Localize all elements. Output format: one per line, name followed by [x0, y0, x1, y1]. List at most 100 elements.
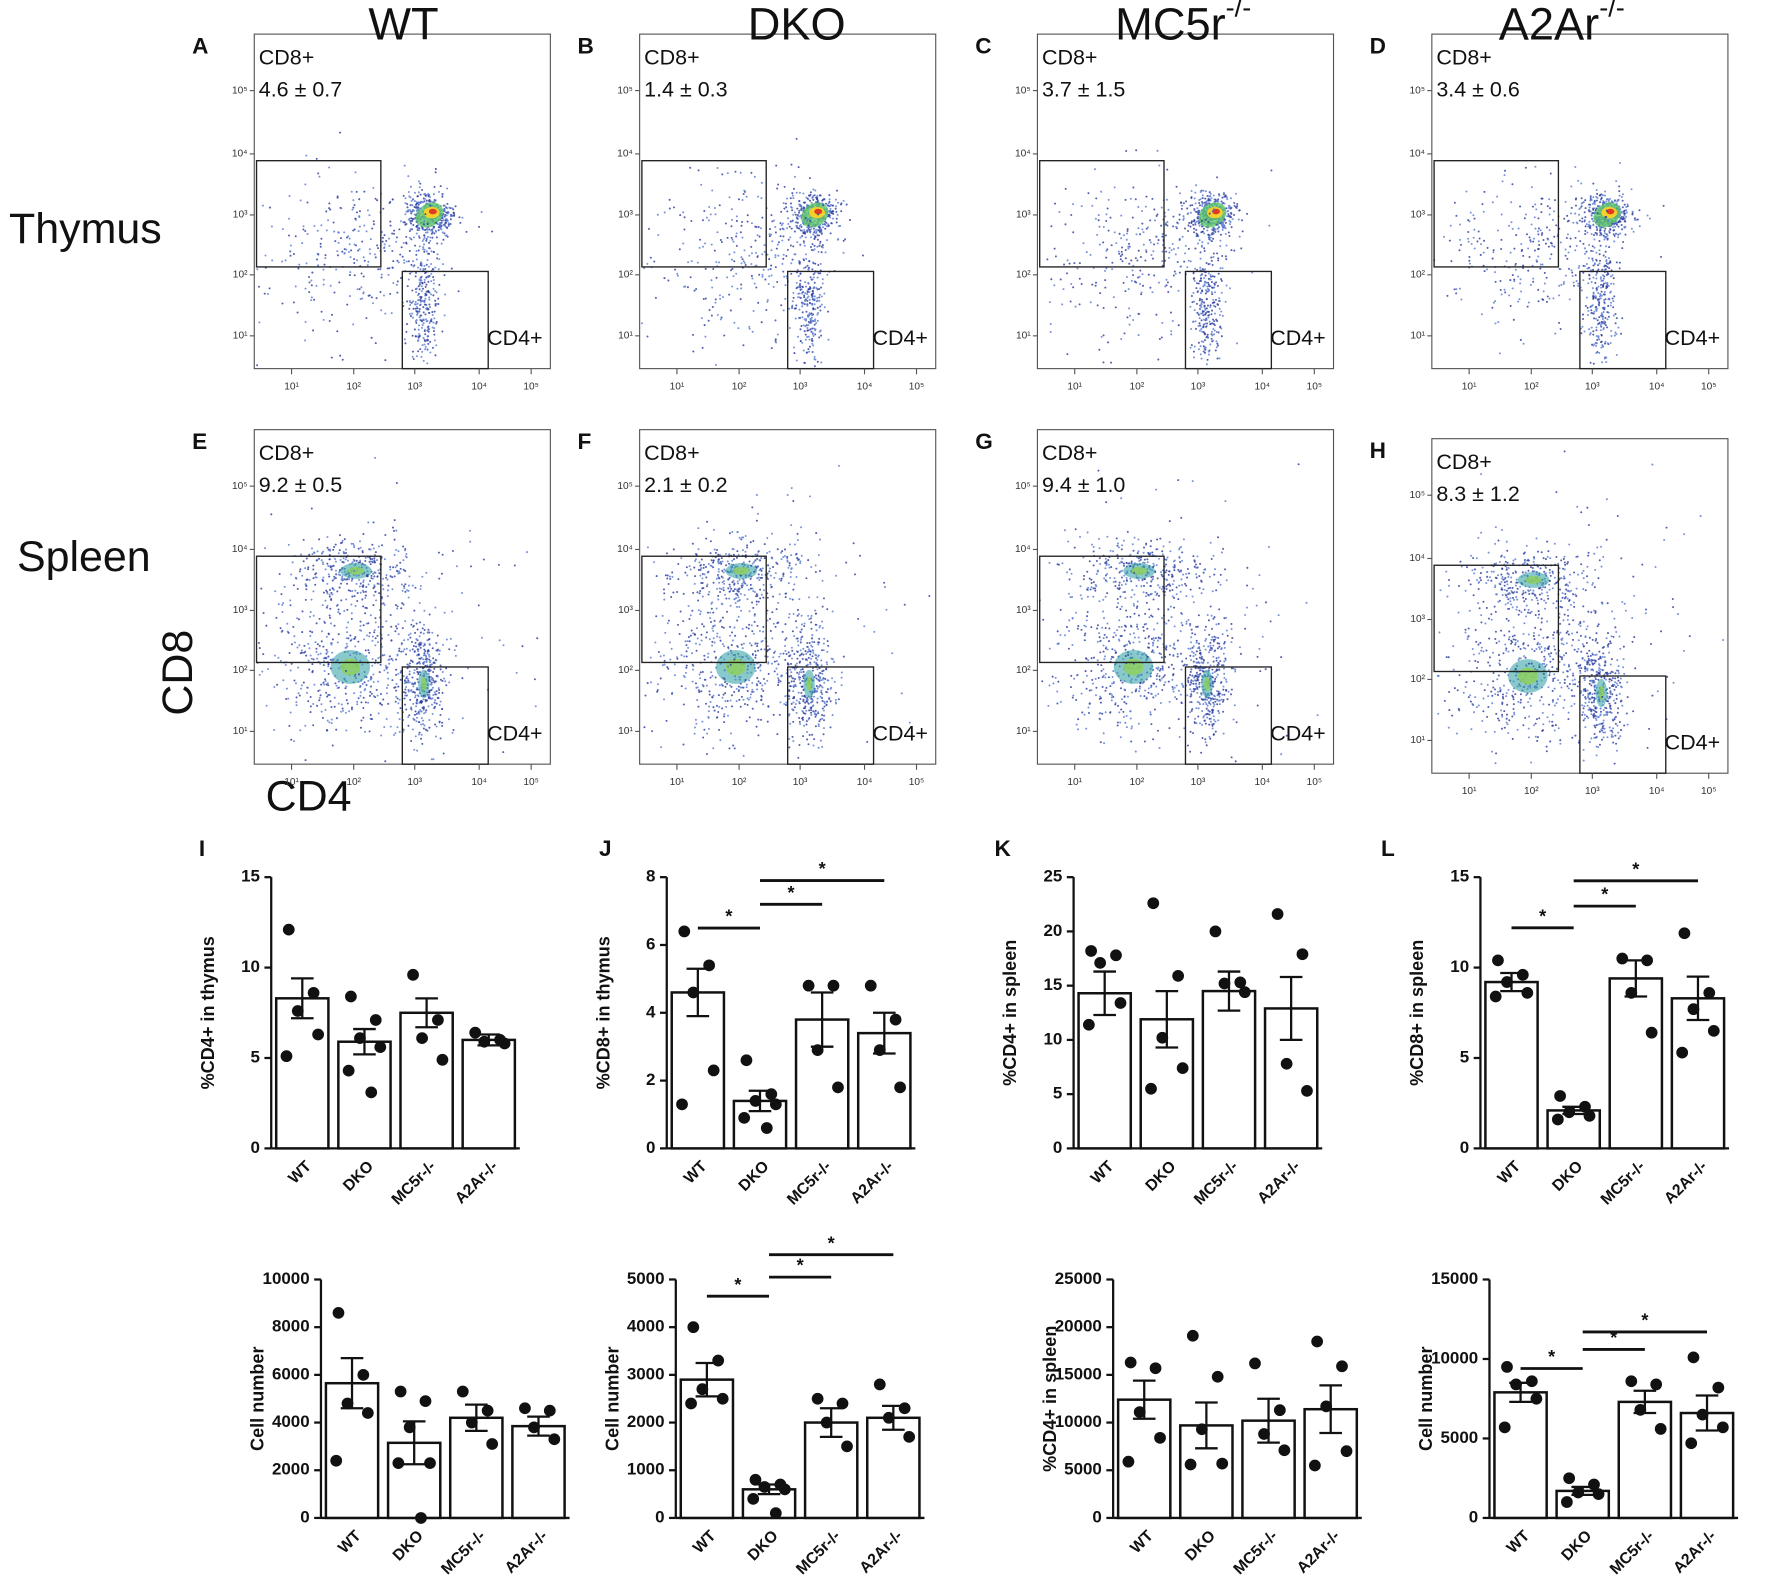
event-dot [1612, 282, 1615, 285]
event-dot [1585, 223, 1588, 226]
event-dot [1553, 235, 1556, 238]
event-dot [434, 299, 437, 302]
event-dot [359, 546, 362, 549]
event-dot [1547, 245, 1550, 248]
event-dot [306, 232, 309, 235]
event-dot [1592, 276, 1595, 279]
event-dot [402, 221, 405, 224]
event-dot [1467, 230, 1470, 234]
event-dot [1190, 196, 1193, 199]
event-dot [369, 579, 372, 582]
event-dot [653, 260, 656, 263]
event-dot [435, 230, 438, 233]
event-dot [766, 253, 769, 256]
event-dot [809, 193, 812, 196]
event-dot [461, 216, 464, 219]
event-dot [408, 714, 411, 717]
event-dot [1595, 342, 1598, 345]
event-dot [394, 700, 397, 703]
event-dot [440, 572, 444, 575]
event-dot [777, 241, 780, 244]
event-dot [1532, 277, 1535, 280]
event-dot [752, 309, 755, 312]
event-dot [1204, 274, 1207, 277]
event-dot [315, 157, 318, 160]
event-dot [805, 324, 808, 327]
event-dot [804, 319, 807, 322]
event-dot [423, 301, 426, 304]
event-dot [1148, 238, 1151, 241]
event-dot [750, 263, 753, 266]
event-dot [325, 683, 328, 686]
event-dot [1192, 350, 1195, 353]
event-dot [676, 272, 679, 275]
event-dot [439, 185, 442, 188]
event-dot [375, 599, 378, 602]
event-dot [256, 268, 259, 271]
event-dot [369, 238, 372, 241]
event-dot [1496, 229, 1499, 232]
event-dot [1602, 274, 1605, 277]
density-core [428, 208, 437, 215]
event-dot [395, 627, 398, 630]
event-dot [1577, 179, 1580, 182]
event-dot [412, 236, 415, 239]
event-dot [1597, 335, 1600, 338]
event-dot [416, 195, 419, 198]
event-dot [1558, 294, 1561, 297]
event-dot [324, 657, 327, 660]
event-dot [1126, 229, 1129, 232]
event-dot [801, 305, 804, 308]
event-dot [431, 631, 434, 634]
event-dot [735, 244, 738, 247]
event-dot [370, 685, 373, 688]
event-dot [383, 653, 386, 657]
event-dot [377, 247, 380, 250]
event-dot [1499, 289, 1502, 292]
event-dot [399, 678, 402, 681]
event-dot [1648, 217, 1651, 220]
event-dot [1198, 239, 1201, 242]
event-dot [308, 275, 311, 278]
event-dot [413, 213, 416, 216]
event-dot [1523, 217, 1526, 220]
event-dot [386, 589, 390, 592]
event-dot [692, 350, 695, 353]
event-dot [1604, 236, 1607, 239]
event-dot [1165, 250, 1168, 253]
event-dot [391, 576, 394, 579]
event-dot [1618, 267, 1621, 270]
event-dot [819, 272, 822, 275]
event-dot [1584, 225, 1587, 228]
event-dot [1168, 251, 1171, 254]
event-dot [404, 653, 408, 656]
event-dot [1194, 320, 1197, 323]
event-dot [294, 285, 297, 288]
event-dot [1110, 361, 1113, 364]
event-dot [1596, 307, 1599, 310]
event-dot [1205, 298, 1208, 301]
event-dot [1528, 236, 1531, 239]
event-dot [347, 621, 350, 624]
event-dot [818, 293, 821, 296]
event-dot [676, 274, 679, 277]
event-dot [368, 635, 371, 638]
event-dot [1217, 230, 1220, 233]
event-dot [816, 276, 819, 279]
event-dot [314, 641, 317, 644]
event-dot [368, 631, 371, 634]
event-dot [1058, 210, 1061, 214]
event-dot [328, 558, 331, 561]
event-dot [814, 262, 817, 265]
event-dot [768, 233, 771, 236]
event-dot [1220, 310, 1223, 313]
event-dot [1592, 330, 1595, 333]
event-dot [279, 627, 282, 630]
event-dot [714, 213, 717, 216]
event-dot [1589, 203, 1592, 206]
event-dot [1662, 204, 1665, 207]
event-dot [348, 578, 351, 581]
event-dot [408, 649, 412, 652]
event-dot [274, 590, 277, 593]
event-dot [433, 225, 436, 228]
